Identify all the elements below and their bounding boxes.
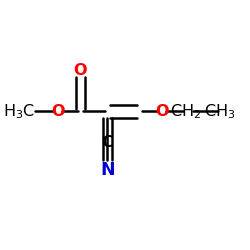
Text: $\mathregular{H_3C}$: $\mathregular{H_3C}$	[3, 102, 35, 121]
Text: O: O	[73, 63, 87, 78]
Text: O: O	[51, 104, 64, 119]
Text: $\mathregular{CH_3}$: $\mathregular{CH_3}$	[204, 102, 236, 121]
Text: O: O	[155, 104, 169, 119]
Text: $\mathregular{CH_2}$: $\mathregular{CH_2}$	[170, 102, 201, 121]
Text: C: C	[102, 136, 113, 150]
Text: N: N	[100, 161, 115, 179]
